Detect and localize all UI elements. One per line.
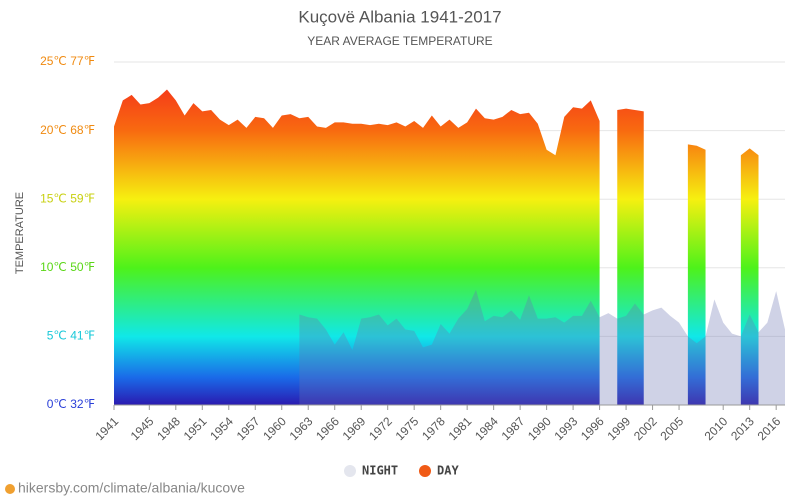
legend-item[interactable]: DAY bbox=[419, 464, 459, 478]
y-tick-label: 25℃ 77℉ bbox=[40, 54, 95, 68]
x-tick-label: 1960 bbox=[260, 414, 289, 443]
x-tick-label: 1987 bbox=[499, 414, 528, 443]
night-area bbox=[299, 289, 785, 405]
x-tick-label: 1969 bbox=[340, 414, 369, 443]
legend-item[interactable]: NIGHT bbox=[344, 464, 398, 478]
pin-icon bbox=[5, 484, 15, 494]
x-tick-label: 1963 bbox=[287, 414, 316, 443]
y-tick-label: 20℃ 68℉ bbox=[40, 123, 95, 137]
x-tick-label: 1957 bbox=[234, 414, 263, 443]
x-tick-label: 2005 bbox=[657, 414, 686, 443]
x-tick-label: 2016 bbox=[755, 414, 784, 443]
x-tick-label: 2010 bbox=[702, 414, 731, 443]
y-tick-label: 0℃ 32℉ bbox=[47, 397, 95, 411]
y-tick-label: 10℃ 50℉ bbox=[40, 260, 95, 274]
x-tick-label: 1951 bbox=[181, 414, 210, 443]
x-tick-label: 1975 bbox=[393, 414, 422, 443]
legend-marker bbox=[344, 465, 356, 477]
x-tick-label: 1996 bbox=[578, 414, 607, 443]
day-area bbox=[114, 89, 759, 405]
x-tick-label: 1966 bbox=[313, 414, 342, 443]
source[interactable]: hikersby.com/climate/albania/kucove bbox=[18, 480, 245, 496]
x-tick-label: 2002 bbox=[631, 414, 660, 443]
x-tick-label: 1981 bbox=[446, 414, 475, 443]
x-tick-label: 1978 bbox=[419, 414, 448, 443]
x-tick-label: 1941 bbox=[92, 414, 121, 443]
x-tick-label: 1990 bbox=[525, 414, 554, 443]
x-tick-label: 1999 bbox=[604, 414, 633, 443]
x-tick-label: 1945 bbox=[128, 414, 157, 443]
legend-label: DAY bbox=[437, 464, 459, 478]
legend-label: NIGHT bbox=[362, 464, 398, 478]
y-tick-label: 5℃ 41℉ bbox=[47, 329, 95, 343]
x-tick-label: 1948 bbox=[154, 414, 183, 443]
y-tick-label: 15℃ 59℉ bbox=[40, 191, 95, 205]
chart-title: Kuçovë Albania 1941-2017 bbox=[298, 7, 501, 26]
x-tick-label: 1984 bbox=[472, 414, 501, 443]
x-tick-label: 1972 bbox=[366, 414, 395, 443]
x-tick-label: 1954 bbox=[207, 414, 236, 443]
x-tick-label: 2013 bbox=[728, 414, 757, 443]
chart-subtitle: YEAR AVERAGE TEMPERATURE bbox=[307, 34, 492, 48]
y-axis-label: TEMPERATURE bbox=[14, 192, 26, 274]
legend-marker bbox=[419, 465, 431, 477]
x-tick-label: 1993 bbox=[552, 414, 581, 443]
